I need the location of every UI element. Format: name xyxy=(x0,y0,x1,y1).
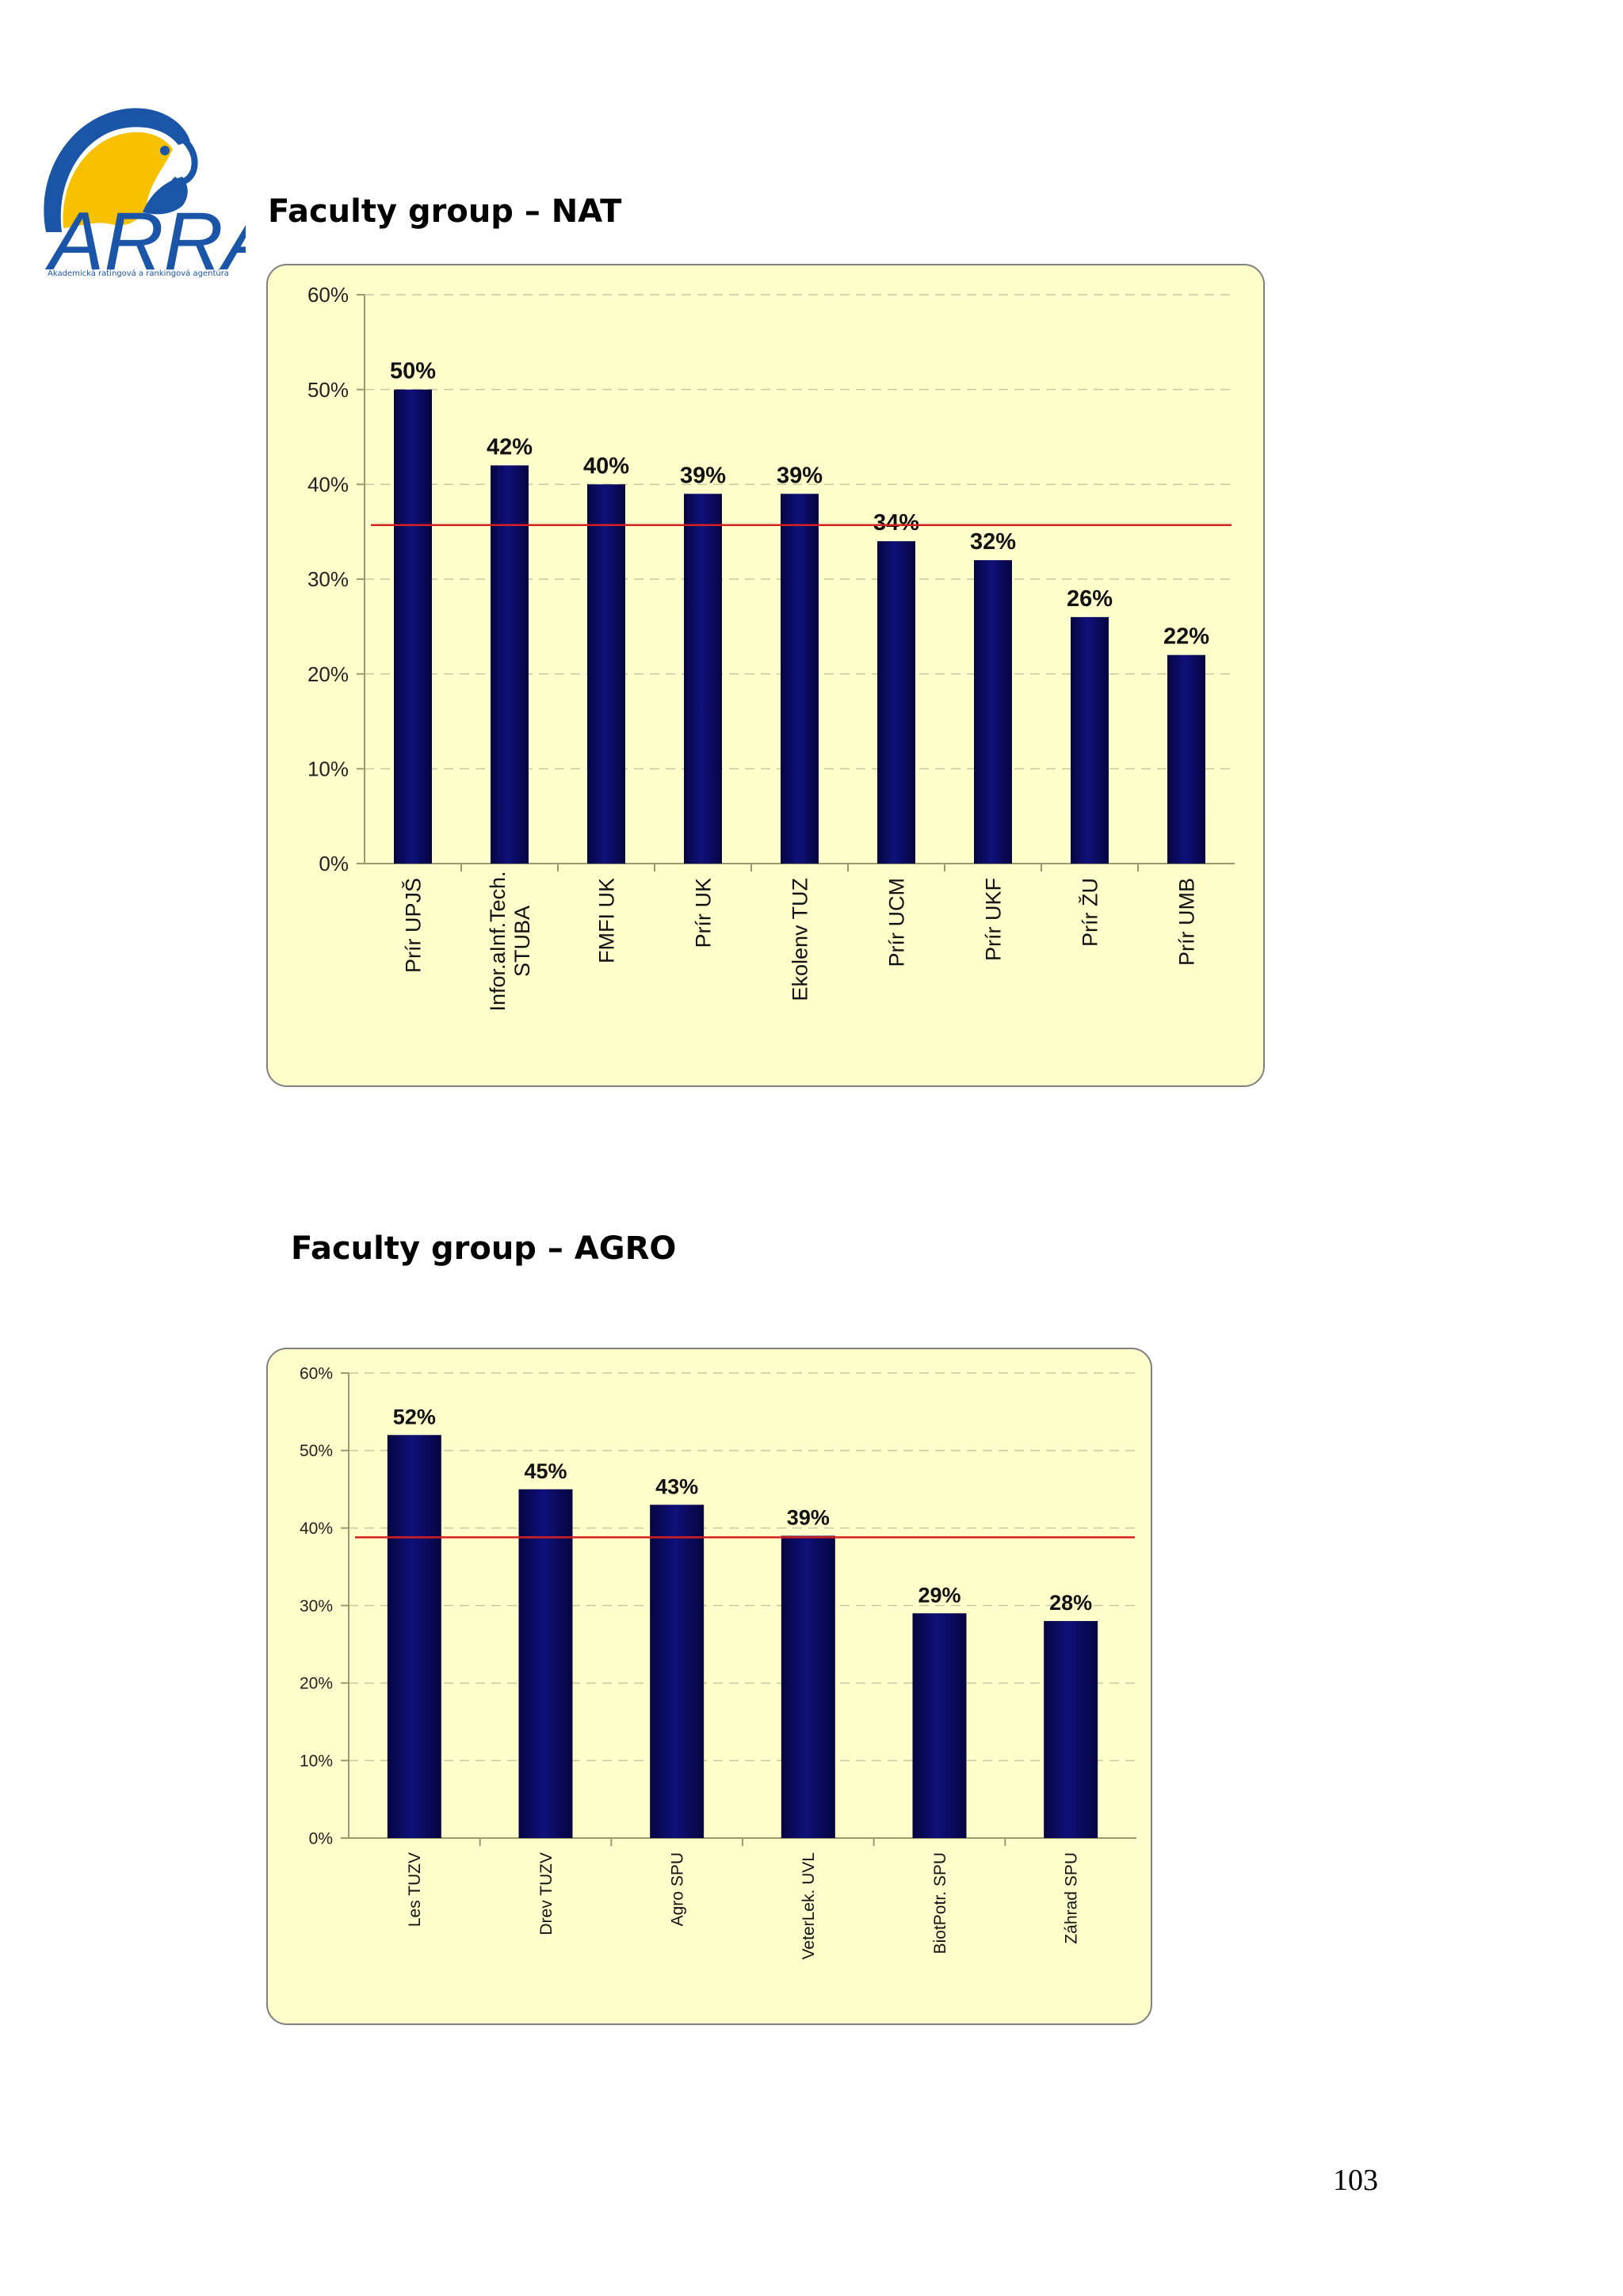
x-category-label: Prír UCM xyxy=(884,878,908,967)
x-category-label: FMFI UK xyxy=(594,878,618,963)
data-label: 43% xyxy=(655,1474,698,1498)
x-category-label: Prír UK xyxy=(691,878,715,948)
category-label-line: Drev TUZV xyxy=(537,1852,556,1936)
bar xyxy=(587,484,625,864)
y-tick-label: 40% xyxy=(300,1520,333,1538)
y-tick-label: 10% xyxy=(307,757,349,780)
y-tick-label: 20% xyxy=(300,1675,333,1693)
x-category-label: Infor.aInf.Tech.STUBA xyxy=(486,871,534,1011)
data-label: 40% xyxy=(583,453,629,479)
x-category-label: Prír UKF xyxy=(981,878,1005,961)
x-category-label: VeterLek. UVL xyxy=(800,1852,818,1959)
page-number: 103 xyxy=(1333,2164,1378,2197)
x-category-label: BiotPotr. SPU xyxy=(931,1852,949,1954)
chart-panel-nat: 0% 10% 20% 30% 40% 50% 60% 50% 42% 40% 39% 39% 34% 32… xyxy=(266,264,1265,1087)
section-title-nat: Faculty group – NAT xyxy=(268,193,622,230)
section-title-agro: Faculty group – AGRO xyxy=(291,1230,677,1267)
bar xyxy=(491,465,529,864)
category-label-line: Prír ŽU xyxy=(1077,878,1102,947)
bar xyxy=(1044,1621,1098,1838)
category-label-line: VeterLek. UVL xyxy=(800,1852,818,1959)
x-category-label: Záhrad SPU xyxy=(1063,1852,1081,1944)
y-tick-label: 60% xyxy=(307,283,349,307)
category-label-line: Prír UPJŠ xyxy=(400,878,425,973)
category-label-line: Prír UK xyxy=(691,878,715,948)
x-category-label: Prír UPJŠ xyxy=(400,878,425,973)
category-label-line: Les TUZV xyxy=(406,1852,424,1927)
bar xyxy=(912,1613,967,1838)
category-label-line: Ekolenv TUZ xyxy=(788,878,812,1001)
bar xyxy=(650,1505,705,1838)
y-tick-label: 40% xyxy=(307,472,349,496)
bar xyxy=(518,1489,573,1838)
bar xyxy=(387,1435,441,1838)
bar-chart-agro: 0% 10% 20% 30% 40% 50% 60% 52% 45% 43% 39% 29% 28% Le… xyxy=(300,1364,1136,1959)
category-label-line: STUBA xyxy=(510,906,534,977)
category-label-line: Infor.aInf.Tech. xyxy=(486,871,510,1011)
bar xyxy=(781,1535,835,1838)
data-label: 50% xyxy=(390,359,436,384)
x-category-label: Ekolenv TUZ xyxy=(788,878,812,1001)
bar xyxy=(877,541,915,864)
data-label: 52% xyxy=(393,1405,436,1428)
data-label: 42% xyxy=(487,434,533,460)
bar xyxy=(781,494,819,864)
bar xyxy=(684,494,722,864)
x-category-label: Agro SPU xyxy=(669,1852,687,1926)
x-category-label: Prír ŽU xyxy=(1077,878,1102,947)
data-label: 34% xyxy=(873,510,919,536)
data-label: 45% xyxy=(524,1459,567,1483)
data-label: 29% xyxy=(918,1583,960,1607)
data-label: 39% xyxy=(777,463,823,488)
data-label: 22% xyxy=(1163,624,1209,650)
category-label-line: Prír UKF xyxy=(981,878,1005,961)
category-label-line: Prír UMB xyxy=(1174,878,1198,966)
logo-tagline: Akademická ratingová a rankingová agentú… xyxy=(48,269,229,278)
y-tick-label: 30% xyxy=(307,567,349,591)
x-category-label: Les TUZV xyxy=(406,1852,424,1927)
category-label-line: Agro SPU xyxy=(669,1852,687,1926)
bar xyxy=(974,560,1012,864)
x-category-label: Prír UMB xyxy=(1174,878,1198,966)
y-tick-label: 10% xyxy=(300,1753,333,1771)
bar xyxy=(1071,616,1109,864)
y-tick-label: 30% xyxy=(300,1597,333,1615)
category-label-line: BiotPotr. SPU xyxy=(931,1852,949,1954)
y-tick-label: 20% xyxy=(307,662,349,686)
bar xyxy=(394,389,432,864)
y-tick-label: 50% xyxy=(307,378,349,402)
chart-panel-agro: 0% 10% 20% 30% 40% 50% 60% 52% 45% 43% 39% 29% 28% Le… xyxy=(266,1348,1152,2025)
y-tick-label: 0% xyxy=(319,852,349,875)
bar xyxy=(1167,654,1205,864)
data-label: 32% xyxy=(970,529,1016,555)
y-tick-label: 60% xyxy=(300,1364,333,1383)
category-label-line: Prír UCM xyxy=(884,878,908,967)
data-label: 26% xyxy=(1067,586,1113,612)
data-label: 28% xyxy=(1049,1591,1092,1615)
y-tick-label: 0% xyxy=(309,1829,333,1848)
category-label-line: FMFI UK xyxy=(594,878,618,963)
y-tick-label: 50% xyxy=(300,1442,333,1460)
category-label-line: Záhrad SPU xyxy=(1063,1852,1081,1944)
x-category-label: Drev TUZV xyxy=(537,1852,556,1936)
data-label: 39% xyxy=(680,463,726,488)
bar-chart-nat: 0% 10% 20% 30% 40% 50% 60% 50% 42% 40% 39% 39% 34% 32… xyxy=(307,283,1235,1012)
data-label: 39% xyxy=(787,1505,830,1529)
